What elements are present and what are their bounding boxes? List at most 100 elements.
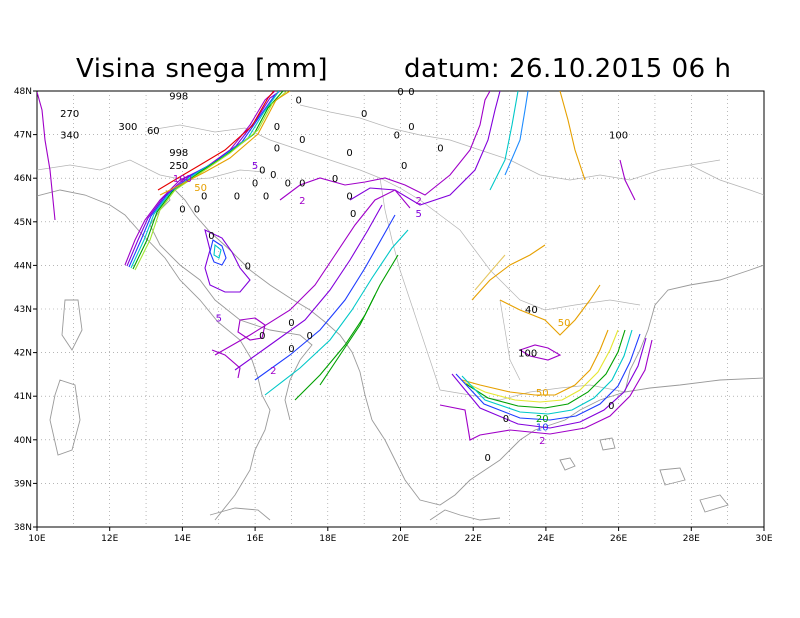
contour-2-balkan	[214, 189, 411, 356]
contour-50-greece	[461, 329, 609, 396]
contour-value-label: 300	[118, 122, 137, 133]
lat-tick-label: 41N	[14, 392, 32, 402]
contour-value-label: 250	[169, 161, 188, 172]
contour-value-label: 2	[539, 436, 545, 447]
contour-value-label: 0	[299, 179, 305, 190]
contour-value-label: 998	[169, 91, 188, 102]
contour-value-label: 20	[536, 414, 549, 425]
contour-value-label: 50	[194, 183, 207, 194]
lat-tick-label: 42N	[14, 349, 32, 359]
contour-value-label: 0	[274, 144, 280, 155]
map-title: Visina snega [mm]	[76, 54, 329, 84]
contour-value-label: 0	[401, 161, 407, 172]
contour-value-label: 50	[536, 388, 549, 399]
contour-40-bg	[474, 254, 506, 291]
contour-2-north	[37, 91, 56, 221]
contour-value-label: 5	[415, 209, 421, 220]
contour-10-italy	[209, 239, 227, 266]
contour-50-bg	[471, 244, 546, 301]
contour-value-label: 0	[288, 344, 294, 355]
contour-value-label: 0	[346, 148, 352, 159]
contour-value-label: 0	[394, 131, 400, 142]
contour-50-alps	[159, 91, 291, 196]
lat-tick-label: 39N	[14, 479, 32, 489]
contour-value-label: 0	[259, 331, 265, 342]
contour-40-alps	[134, 91, 288, 271]
contour-30-balkan	[294, 254, 399, 401]
contour-2-east	[619, 159, 636, 201]
contour-value-label: 0	[179, 205, 185, 216]
contour-10-greece	[455, 333, 641, 421]
lat-tick-label: 44N	[14, 261, 32, 271]
lat-tick-label: 45N	[14, 218, 32, 228]
lon-tick-label: 28E	[683, 534, 700, 544]
lat-tick-label: 40N	[14, 436, 32, 446]
contour-10-balkan	[254, 214, 396, 381]
contour-value-label: 0	[408, 122, 414, 133]
contour-value-label: 0	[306, 331, 312, 342]
lat-tick-label: 47N	[14, 131, 32, 141]
contour-value-label: 0	[299, 135, 305, 146]
contour-value-label: 100	[609, 131, 628, 142]
contour-value-label: 40	[525, 305, 538, 316]
contour-50-bg-loop	[499, 284, 601, 336]
lat-tick-label: 46N	[14, 174, 32, 184]
snow-contours	[37, 91, 653, 441]
axis-ticks: 10E 12E 14E 16E 18E 20E 22E 24E 26E 28E 30E 48N 47N 4…	[14, 87, 773, 544]
contour-value-label: 0	[346, 192, 352, 203]
contour-value-label: 0	[285, 179, 291, 190]
contour-100-bg	[518, 344, 562, 361]
lat-tick-label: 43N	[14, 305, 32, 315]
contour-value-label: 0	[608, 401, 614, 412]
lat-tick-label: 38N	[14, 523, 32, 533]
contour-20-greece	[461, 329, 633, 415]
contour-value-label: 0	[245, 261, 251, 272]
lon-tick-label: 22E	[465, 534, 482, 544]
contour-2-greece	[439, 339, 653, 441]
contour-20-alps	[130, 91, 280, 269]
contour-5-central	[349, 91, 501, 206]
contour-value-label: 0	[259, 165, 265, 176]
contour-30-greece	[465, 329, 626, 409]
lon-tick-label: 20E	[392, 534, 409, 544]
contour-value-label: 0	[332, 174, 338, 185]
lon-tick-label: 18E	[319, 534, 336, 544]
contour-value-label: 0	[408, 87, 414, 98]
lat-tick-label: 48N	[14, 87, 32, 97]
contour-20-central	[504, 91, 529, 176]
lon-tick-label: 12E	[101, 534, 118, 544]
contour-50-east	[559, 91, 586, 181]
lon-tick-label: 26E	[610, 534, 627, 544]
contour-value-label: 340	[60, 131, 79, 142]
contour-40-balkan	[319, 294, 376, 386]
contour-value-label: 10	[536, 423, 549, 434]
contour-value-label: 2	[415, 196, 421, 207]
lon-tick-label: 30E	[755, 534, 772, 544]
contour-value-label: 0	[350, 209, 356, 220]
lon-tick-label: 10E	[28, 534, 45, 544]
contour-value-label: 50	[558, 318, 571, 329]
contour-value-label: 2	[270, 366, 276, 377]
contour-5-balkan	[234, 204, 383, 371]
contour-value-label: 60	[147, 126, 160, 137]
contour-value-label: 0	[503, 414, 509, 425]
contour-value-label: 0	[397, 87, 403, 98]
map-date: datum: 26.10.2015 06 h	[404, 54, 732, 84]
contour-value-label: 0	[296, 96, 302, 107]
contour-value-label: 5	[216, 314, 222, 325]
contour-value-label: 100	[518, 349, 537, 360]
contour-10-alps	[128, 94, 276, 268]
contour-value-label: 0	[485, 453, 491, 464]
contour-20-italy	[213, 243, 222, 259]
contour-5-italy	[204, 229, 251, 293]
contour-5-greece	[451, 337, 647, 429]
contour-value-label: 0	[234, 192, 240, 203]
lon-tick-label: 14E	[174, 534, 191, 544]
contour-value-label: 998	[169, 148, 188, 159]
contour-value-label: 0	[288, 318, 294, 329]
contour-value-label: 0	[361, 109, 367, 120]
contour-value-label: 0	[194, 205, 200, 216]
map-frame	[36, 90, 765, 528]
